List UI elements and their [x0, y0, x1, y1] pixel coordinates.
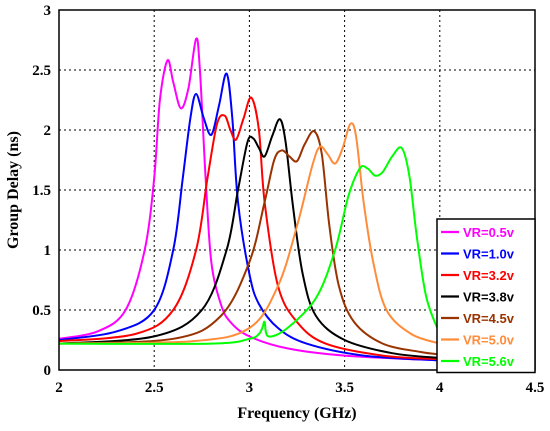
series-line-0 — [58, 37, 440, 362]
y-tick-label: 1.5 — [32, 183, 51, 199]
y-tick-label: 1 — [44, 243, 52, 259]
y-tick-label: 2 — [44, 123, 52, 139]
ticks: 2 2.5 3 3.5 4 4.5 0 0.5 1 1.5 2 2.5 3 — [32, 3, 544, 396]
x-tick-label: 2.5 — [145, 380, 164, 396]
y-tick-label: 2.5 — [32, 63, 51, 79]
legend-label: VR=3.2v — [463, 268, 515, 283]
x-tick-label: 2 — [55, 380, 63, 396]
series-line-4 — [58, 130, 440, 356]
x-axis-title: Frequency (GHz) — [237, 405, 356, 422]
legend-label: VR=4.5v — [463, 311, 515, 326]
series-line-6 — [58, 146, 441, 345]
y-tick-label: 0 — [44, 363, 52, 379]
series-layer — [58, 37, 441, 362]
series-line-5 — [58, 122, 441, 345]
series-line-1 — [58, 72, 440, 362]
x-tick-label: 4 — [436, 380, 444, 396]
legend-label: VR=3.8v — [463, 290, 515, 305]
legend-label: VR=1.0v — [463, 247, 515, 262]
grid — [59, 10, 535, 370]
y-tick-label: 3 — [44, 3, 52, 19]
legend: VR=0.5v VR=1.0v VR=3.2v VR=3.8v VR=4.5v VR=5.… — [436, 218, 536, 374]
y-axis-title: Group Delay (ns) — [5, 131, 22, 249]
legend-label: VR=5.6v — [463, 354, 515, 369]
series-line-3 — [58, 118, 440, 359]
x-tick-label: 3.5 — [335, 380, 354, 396]
x-tick-label: 3 — [246, 380, 254, 396]
series-line-2 — [58, 96, 440, 361]
legend-label: VR=5.0v — [463, 333, 515, 348]
legend-label: VR=0.5v — [463, 225, 515, 240]
x-tick-label: 4.5 — [526, 380, 545, 396]
y-tick-label: 0.5 — [32, 303, 51, 319]
plot-frame — [58, 9, 536, 371]
